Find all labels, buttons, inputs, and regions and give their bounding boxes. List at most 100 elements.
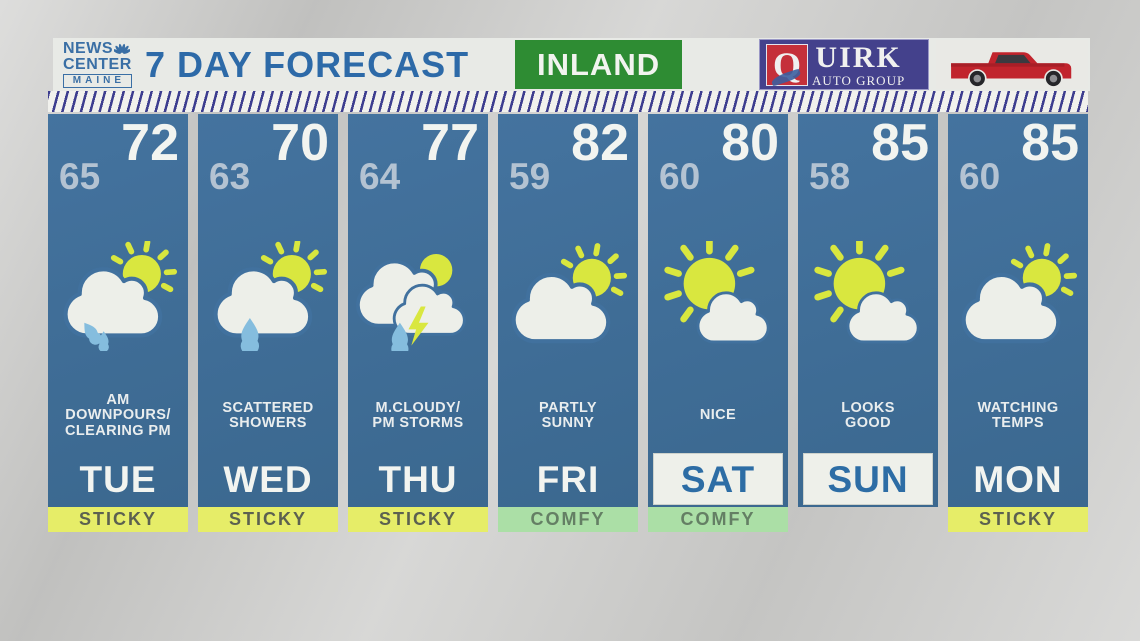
temps: 59 82 — [498, 114, 638, 212]
day-area: THU — [348, 452, 488, 507]
day-area: TUE — [48, 452, 188, 507]
day-label: SAT — [680, 458, 756, 500]
low-temp: 60 — [659, 156, 701, 197]
station-logo-line3: MAINE — [63, 74, 132, 88]
high-temp: 85 — [871, 114, 929, 172]
forecast-column-wed: 63 70 SCATTERED SHOWERS WED — [198, 114, 338, 532]
condition-text: LOOKS GOOD — [798, 380, 938, 452]
comfort-band: STICKY — [948, 507, 1088, 532]
sponsor-logo: Q UIRK AUTO GROUP — [759, 39, 929, 90]
forecast-column-sat: 60 80 NICE SAT COMFY — [648, 114, 788, 532]
condition-text: AM DOWNPOURS/ CLEARING PM — [48, 380, 188, 452]
high-temp: 70 — [271, 114, 329, 172]
day-area: SAT — [648, 452, 788, 507]
day-area: FRI — [498, 452, 638, 507]
comfort-band: STICKY — [48, 507, 188, 532]
cloud-sun-drop-icon — [198, 212, 338, 380]
temps: 60 85 — [948, 114, 1088, 212]
temps: 64 77 — [348, 114, 488, 212]
day-label: THU — [378, 459, 458, 500]
condition-line: SCATTERED — [222, 399, 314, 416]
forecast-panel: 65 72 AM DOWNPOURS/ CLEARING PM — [48, 114, 188, 507]
forecast-strip: 65 72 AM DOWNPOURS/ CLEARING PM — [48, 114, 1088, 532]
day-label: FRI — [536, 459, 600, 500]
day-area: WED — [198, 452, 338, 507]
low-temp: 65 — [59, 156, 101, 197]
high-temp: 77 — [421, 114, 479, 172]
cloud-sun-rain-icon — [48, 212, 188, 380]
forecast-column-thu: 64 77 M.CLOUDY/ PM STORMS — [348, 114, 488, 532]
high-temp: 85 — [1021, 114, 1079, 172]
temps: 58 85 — [798, 114, 938, 212]
day-area: SUN — [798, 452, 938, 507]
forecast-panel: 63 70 SCATTERED SHOWERS WED — [198, 114, 338, 507]
low-temp: 64 — [359, 156, 401, 197]
day-label: WED — [223, 459, 313, 500]
condition-line: TEMPS — [992, 415, 1044, 431]
temps: 60 80 — [648, 114, 788, 212]
forecast-column-fri: 59 82 PARTLY SUNNY FRI COMFY — [498, 114, 638, 532]
day-label: SUN — [827, 458, 909, 500]
forecast-column-sun: 58 85 LOOKS GOOD SUN — [798, 114, 938, 532]
forecast-panel: 58 85 LOOKS GOOD SUN — [798, 114, 938, 507]
day-label: TUE — [79, 459, 157, 500]
low-temp: 59 — [509, 156, 551, 197]
hatched-divider — [48, 91, 1088, 112]
condition-line: CLEARING PM — [65, 422, 171, 439]
condition-line: GOOD — [845, 415, 891, 431]
cloud-sun-icon — [498, 212, 638, 380]
condition-line: WATCHING — [977, 399, 1059, 416]
temps: 65 72 — [48, 114, 188, 212]
condition-text: M.CLOUDY/ PM STORMS — [348, 380, 488, 452]
peacock-icon — [114, 43, 130, 54]
condition-line: PM STORMS — [372, 415, 464, 431]
condition-line: AM — [106, 391, 130, 408]
region-badge: INLAND — [515, 40, 683, 89]
condition-text: NICE — [648, 380, 788, 452]
sponsor-vehicle-photo — [936, 40, 1088, 89]
forecast-panel: 60 85 WATCHING TEMPS MON — [948, 114, 1088, 507]
temps: 63 70 — [198, 114, 338, 212]
page-title: 7 DAY FORECAST — [145, 43, 470, 85]
condition-line: LOOKS — [841, 399, 895, 416]
forecast-panel: 60 80 NICE SAT — [648, 114, 788, 507]
comfort-band: STICKY — [348, 507, 488, 532]
storm-cloud-lightning-icon — [348, 212, 488, 380]
condition-line: SUNNY — [541, 415, 595, 431]
forecast-panel: 59 82 PARTLY SUNNY FRI — [498, 114, 638, 507]
station-logo: NEWS CENTER MAINE — [63, 41, 132, 88]
condition-line: PARTLY — [539, 399, 597, 416]
station-logo-line1: NEWS — [63, 40, 113, 57]
forecast-column-tue: 65 72 AM DOWNPOURS/ CLEARING PM — [48, 114, 188, 532]
sun-cloud-icon — [648, 212, 788, 380]
forecast-column-mon: 60 85 WATCHING TEMPS MON STICKY — [948, 114, 1088, 532]
comfort-band: COMFY — [498, 507, 638, 532]
condition-text: WATCHING TEMPS — [948, 380, 1088, 452]
weekend-day-box: SUN — [803, 453, 933, 505]
high-temp: 82 — [571, 114, 629, 172]
sponsor-subname: AUTO GROUP — [812, 72, 906, 88]
sponsor-q-mark: Q — [766, 43, 808, 86]
condition-text: PARTLY SUNNY — [498, 380, 638, 452]
sun-cloud-icon — [798, 212, 938, 380]
high-temp: 72 — [121, 114, 179, 172]
day-label: MON — [973, 459, 1063, 500]
comfort-band: COMFY — [648, 507, 788, 532]
comfort-band: STICKY — [198, 507, 338, 532]
condition-line: SHOWERS — [229, 415, 307, 431]
station-logo-line2: CENTER — [63, 56, 132, 73]
condition-text: SCATTERED SHOWERS — [198, 380, 338, 452]
header-bar: NEWS CENTER MAINE 7 DAY FORECAST INLAND … — [53, 38, 1090, 91]
cloud-sun-icon — [948, 212, 1088, 380]
condition-line: M.CLOUDY/ — [375, 399, 461, 416]
condition-line: NICE — [699, 407, 737, 424]
forecast-panel: 64 77 M.CLOUDY/ PM STORMS — [348, 114, 488, 507]
low-temp: 63 — [209, 156, 251, 197]
red-pickup-truck-icon — [951, 51, 1072, 86]
high-temp: 80 — [721, 114, 779, 172]
low-temp: 60 — [959, 156, 1001, 197]
sponsor-name: UIRK — [815, 40, 902, 74]
condition-line: DOWNPOURS/ — [65, 407, 171, 424]
low-temp: 58 — [809, 156, 851, 197]
